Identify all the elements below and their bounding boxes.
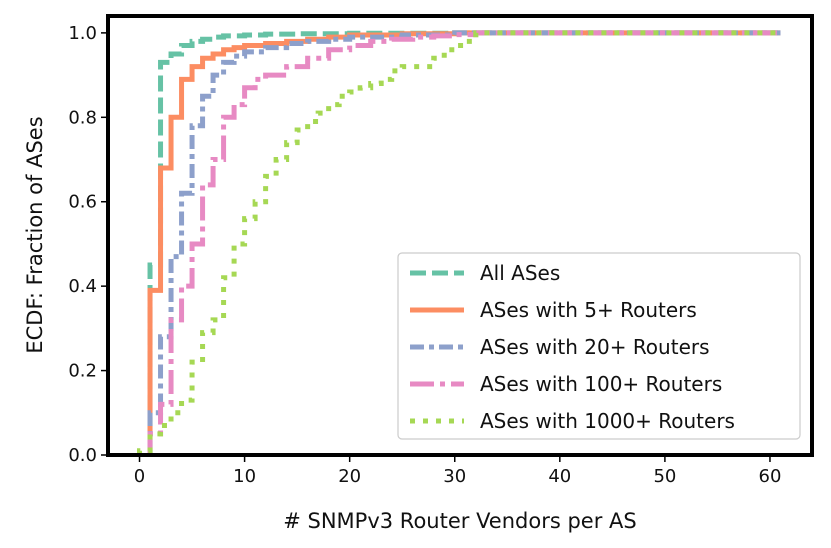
legend-box — [397, 252, 801, 440]
legend-label-3: ASes with 100+ Routers — [480, 372, 722, 396]
series-line-4 — [137, 30, 781, 455]
legend-label-1: ASes with 5+ Routers — [480, 298, 697, 322]
series-line-3 — [147, 30, 781, 455]
y-axis-label: ECDF: Fraction of ASes — [23, 116, 47, 353]
series-line-2 — [147, 30, 781, 455]
x-tick-label: 0 — [134, 466, 145, 487]
y-tick-label: 0.0 — [68, 445, 97, 466]
x-axis-label: # SNMPv3 Router Vendors per AS — [283, 509, 636, 533]
plot-area — [137, 30, 781, 455]
x-tick-label: 60 — [759, 466, 782, 487]
y-tick-label: 0.4 — [68, 276, 97, 297]
y-tick-label: 0.8 — [68, 107, 97, 128]
y-tick-label: 0.2 — [68, 361, 97, 382]
x-tick-label: 20 — [338, 466, 361, 487]
x-axis: 0 10 20 30 40 50 60 — [134, 455, 782, 487]
legend: All ASes ASes with 5+ Routers ASes with 20… — [397, 252, 801, 440]
legend-label-0: All ASes — [480, 261, 560, 285]
x-tick-label: 30 — [443, 466, 466, 487]
y-axis: 0.0 0.2 0.4 0.6 0.8 1.0 — [68, 23, 108, 466]
legend-label-2: ASes with 20+ Routers — [480, 335, 710, 359]
series-line-0 — [147, 30, 781, 455]
x-tick-label: 40 — [548, 466, 571, 487]
x-tick-label: 50 — [653, 466, 676, 487]
y-tick-label: 1.0 — [68, 23, 97, 44]
legend-label-4: ASes with 1000+ Routers — [480, 409, 735, 433]
x-tick-label: 10 — [233, 466, 256, 487]
y-tick-label: 0.6 — [68, 192, 97, 213]
plot-frame — [106, 14, 814, 457]
